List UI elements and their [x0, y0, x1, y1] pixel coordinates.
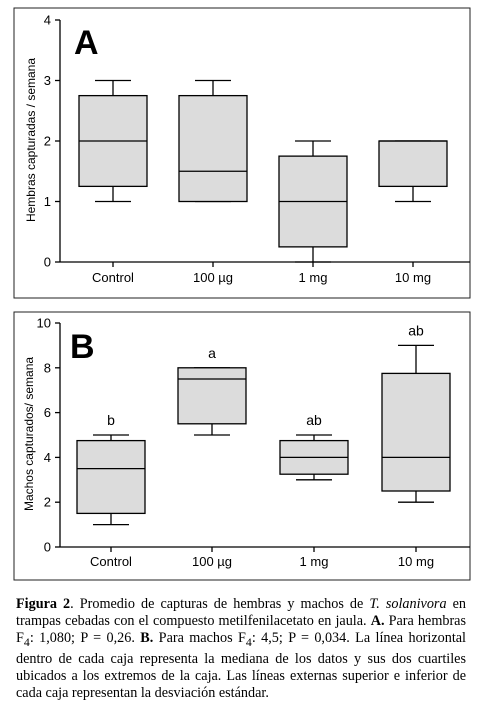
panel-a-letter: A — [74, 24, 99, 62]
caption-a-label: A. — [370, 613, 385, 629]
panel-b-frame — [13, 311, 471, 581]
panel-a-plot: 0 1 2 3 4 Control 100 µg 1 mg 10 mg — [44, 13, 470, 285]
panel-b-box — [381, 372, 451, 492]
panel-a: A Hembras capturadas / semana 0 1 2 3 4 Contr… — [13, 7, 471, 299]
caption-sub-a: 4 — [23, 634, 30, 649]
panel-a-frame — [13, 7, 471, 299]
panel-b-box — [76, 439, 146, 515]
caption-text-3: Para hembras F — [16, 613, 466, 646]
panel-b-y-tick-label: 4 — [44, 450, 51, 465]
caption-text-5: Para machos F — [153, 630, 246, 646]
figure-caption: Figura 2. Promedio de capturas de hembra… — [16, 596, 466, 702]
panel-b-y-tick-label: 8 — [44, 360, 51, 375]
panel-a-category-label: Control — [92, 270, 134, 285]
panel-b-category-label: 10 mg — [398, 554, 434, 569]
panel-a-y-tick-label: 2 — [44, 134, 51, 149]
panel-b-y-tick-label: 6 — [44, 405, 51, 420]
panel-b-significance-label: b — [107, 412, 115, 428]
panel-a-category-label: 1 mg — [299, 270, 328, 285]
caption-text-6: : 4,5; P = 0,034. La línea horizontal de… — [16, 630, 466, 701]
caption-species: T. solanivora — [369, 596, 447, 612]
panel-b-y-tick-label: 0 — [44, 540, 51, 555]
caption-figure-label: Figura 2 — [16, 596, 71, 612]
panel-b-category-label: 100 µg — [192, 554, 232, 569]
panel-a-box — [178, 94, 248, 203]
panel-b-letter: B — [70, 328, 95, 366]
caption-text-4: : 1,080; P = 0,26. — [29, 630, 141, 646]
panel-a-category-label: 100 µg — [193, 270, 233, 285]
panel-b-box — [177, 367, 247, 425]
panel-a-box — [378, 140, 448, 188]
panel-a-y-tick-label: 1 — [44, 194, 51, 209]
panel-b-significance-label: a — [208, 345, 216, 361]
caption-text-2: en trampas cebadas con el compuesto meti… — [16, 596, 467, 629]
panel-a-y-tick-label: 0 — [44, 255, 51, 270]
caption-b-label: B. — [140, 630, 154, 646]
figure: A Hembras capturadas / semana 0 1 2 3 4 Contr… — [13, 7, 471, 581]
panel-a-y-axis-label: Hembras capturadas / semana — [24, 58, 38, 222]
panel-b: B Machos capturados/ semana 0 2 4 6 8 10 Contr… — [13, 311, 471, 581]
panel-a-category-label: 10 mg — [395, 270, 431, 285]
panel-b-significance-label: ab — [306, 412, 322, 428]
panel-a-y-tick-label: 3 — [44, 73, 51, 88]
caption-text-1: . Promedio de capturas de hembras y mach… — [70, 596, 370, 612]
caption-sub-b: 4 — [245, 634, 252, 649]
panel-b-category-label: 1 mg — [300, 554, 329, 569]
panel-a-y-tick-label: 4 — [44, 13, 51, 28]
panel-b-y-axis-label: Machos capturados/ semana — [22, 357, 36, 511]
panel-b-category-label: Control — [90, 554, 132, 569]
panel-b-y-tick-label: 2 — [44, 495, 51, 510]
panel-b-plot: 0 2 4 6 8 10 Control 100 µg 1 mg 10 mg b a ab ab — [37, 316, 470, 569]
panel-b-y-tick-label: 10 — [37, 316, 51, 331]
panel-b-significance-label: ab — [408, 322, 424, 338]
